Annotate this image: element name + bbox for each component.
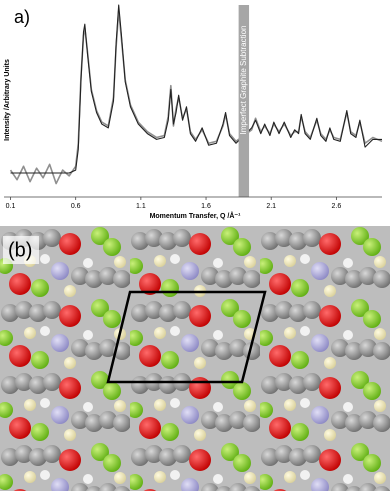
x-tick-label: 1.6 xyxy=(201,203,211,210)
x-axis-label: Momentum Transfer, Q /Å⁻¹ xyxy=(150,211,241,220)
unit-cell xyxy=(106,290,267,384)
panel-label: a) xyxy=(14,7,30,27)
data-line xyxy=(9,9,383,185)
x-tick-label: 0.6 xyxy=(71,203,81,210)
annotation-band xyxy=(238,5,250,197)
x-tick-label: 2.1 xyxy=(266,203,276,210)
x-tick-label: 2.6 xyxy=(332,203,342,210)
x-tick-label: 1.1 xyxy=(136,203,146,210)
label-box xyxy=(3,236,39,264)
x-tick-label: 0.1 xyxy=(6,203,16,210)
molecular-packing-image xyxy=(0,226,390,491)
plot-a: Imperfect Graphite Subtraction 0.1 0.6 1.1 1… xyxy=(4,4,383,210)
data-line xyxy=(10,4,382,174)
y-axis-label: Intensity /Arbitrary Units xyxy=(4,59,11,141)
annotation-text: Imperfect Graphite Subtraction xyxy=(239,26,248,135)
panel-label: (b) xyxy=(8,239,32,261)
